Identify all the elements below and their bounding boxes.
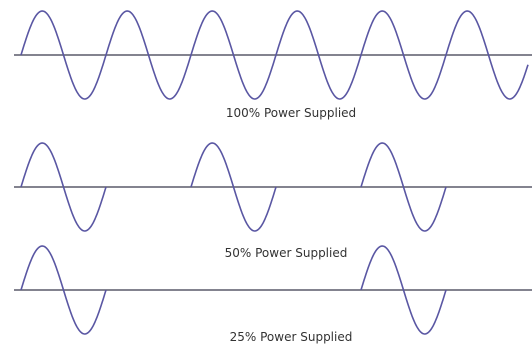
caption-100-percent: 100% Power Supplied (225, 106, 357, 120)
sine-cycle-panel3-cycle5 (360, 245, 447, 335)
sine-cycle-panel2-cycle5 (360, 142, 447, 232)
sine-cycle-panel1-cycle5 (360, 10, 447, 100)
sine-cycle-panel3-cycle1 (20, 245, 107, 335)
sine-cycle-panel1-cycle4 (275, 10, 362, 100)
sine-cycle-panel1-cycle1 (20, 10, 107, 100)
sine-cycle-panel2-cycle1 (20, 142, 107, 232)
sine-cycle-panel1-cycle3 (190, 10, 277, 100)
sine-cycle-panel1-cycle6 (445, 10, 529, 100)
caption-25-percent: 25% Power Supplied (229, 330, 353, 344)
sine-cycle-panel2-cycle3 (190, 142, 277, 232)
sine-cycle-panel1-cycle2 (105, 10, 192, 100)
caption-50-percent: 50% Power Supplied (224, 246, 348, 260)
